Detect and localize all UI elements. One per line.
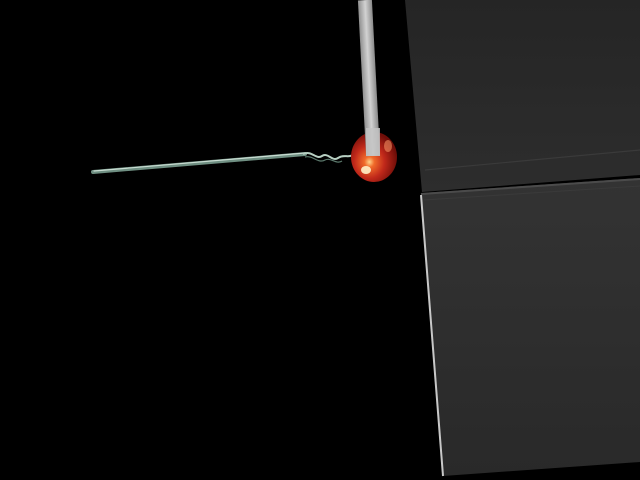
wire-twist (302, 152, 354, 160)
red-fruit-highlight (361, 166, 371, 174)
lower-panel-left-edge (420, 194, 444, 477)
thin-wire-stem (91, 152, 307, 174)
wire-twist-shadow (304, 156, 343, 163)
probe-tip (366, 128, 380, 156)
red-fruit-sheen (384, 140, 392, 152)
lower-gray-panel (421, 178, 640, 476)
lower-panel-top-edge-inner (423, 185, 640, 201)
upper-gray-panel (405, 0, 640, 192)
lower-panel-top-edge (420, 178, 640, 195)
upper-panel-highlight-line (424, 149, 640, 171)
gray-probe-rod (357, 0, 381, 157)
thin-wire-stem-highlight (93, 152, 306, 172)
